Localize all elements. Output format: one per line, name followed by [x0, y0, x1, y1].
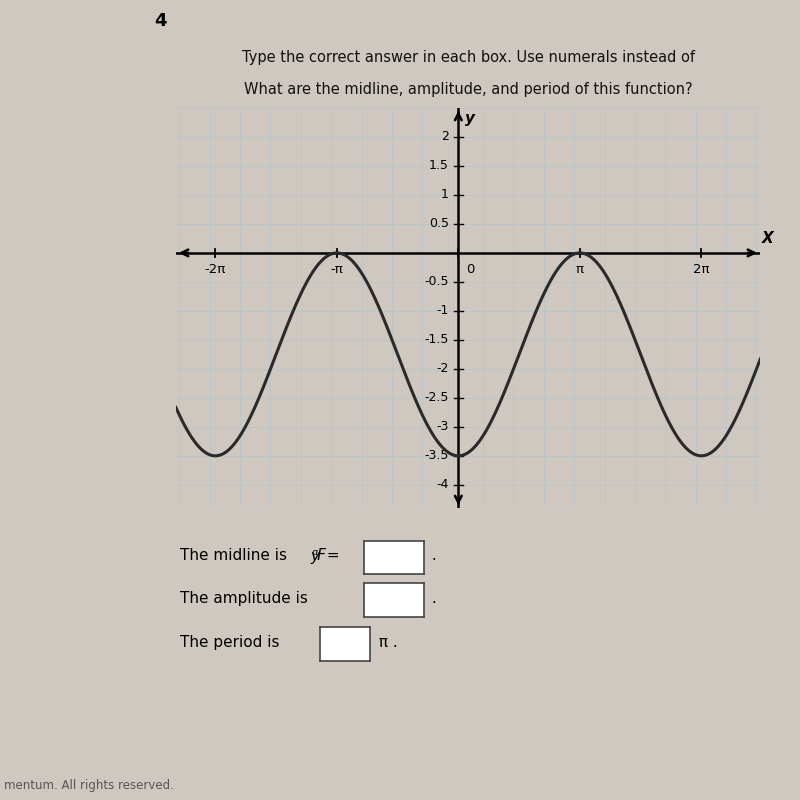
Text: -2.5: -2.5 [424, 391, 449, 404]
Text: .: . [427, 549, 437, 563]
Text: 0.5: 0.5 [429, 218, 449, 230]
Text: Type the correct answer in each box. Use numerals instead of: Type the correct answer in each box. Use… [242, 50, 694, 65]
Text: -π: -π [330, 263, 343, 276]
Text: -2: -2 [436, 362, 449, 375]
Text: -0.5: -0.5 [424, 275, 449, 289]
Text: y: y [466, 111, 475, 126]
Text: What are the midline, amplitude, and period of this function?: What are the midline, amplitude, and per… [244, 82, 692, 97]
Text: 0: 0 [466, 263, 474, 276]
Text: -4: -4 [436, 478, 449, 491]
Text: mentum. All rights reserved.: mentum. All rights reserved. [4, 779, 174, 792]
Text: X: X [762, 231, 774, 246]
Text: The midline is: The midline is [180, 549, 292, 563]
Text: -2π: -2π [205, 263, 226, 276]
Text: 2π: 2π [693, 263, 710, 276]
Text: 4: 4 [154, 12, 166, 30]
Text: 2: 2 [441, 130, 449, 143]
Text: The amplitude is: The amplitude is [180, 591, 313, 606]
Text: π .: π . [374, 635, 398, 650]
Text: y: y [310, 549, 319, 563]
Text: -3: -3 [436, 420, 449, 434]
Text: -3.5: -3.5 [424, 450, 449, 462]
Text: -1: -1 [436, 304, 449, 318]
Text: ᵅF: ᵅF [312, 549, 327, 563]
Text: 1.5: 1.5 [429, 159, 449, 173]
Text: -1.5: -1.5 [424, 334, 449, 346]
Text: π: π [576, 263, 584, 276]
Text: .: . [427, 591, 437, 606]
Text: 1: 1 [441, 189, 449, 202]
Text: The period is: The period is [180, 635, 284, 650]
Text: =: = [322, 549, 345, 563]
